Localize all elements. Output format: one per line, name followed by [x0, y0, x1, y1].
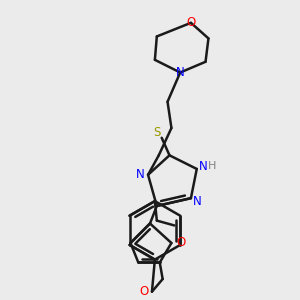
Text: N: N	[194, 195, 202, 208]
Text: O: O	[140, 285, 149, 298]
Text: S: S	[153, 126, 160, 140]
Text: H: H	[208, 161, 217, 171]
Text: O: O	[176, 236, 186, 250]
Text: N: N	[176, 66, 184, 79]
Text: N: N	[136, 168, 145, 181]
Text: O: O	[186, 16, 196, 29]
Text: N: N	[199, 160, 208, 172]
